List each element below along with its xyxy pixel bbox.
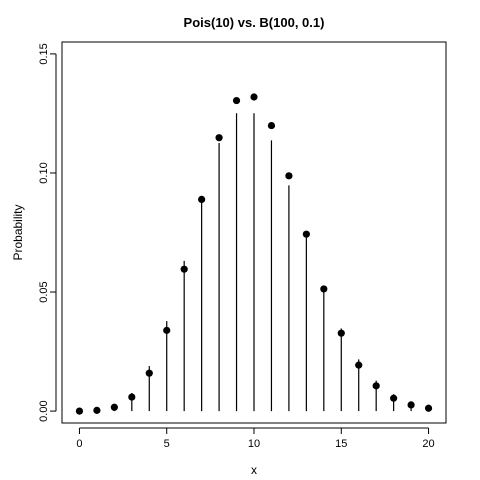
y-tick-label: 0.00 [38, 400, 50, 421]
x-axis: 0 5 10 15 20 [76, 427, 435, 450]
poisson-point [93, 406, 101, 414]
poisson-point [337, 329, 345, 337]
poisson-point [110, 403, 118, 411]
poisson-point [390, 394, 398, 402]
poisson-point [75, 407, 84, 415]
poisson-point [250, 93, 258, 101]
x-tick-label: 10 [248, 438, 260, 450]
plot-frame [61, 41, 447, 424]
x-tick-label: 20 [422, 438, 434, 450]
x-tick-label: 15 [335, 438, 347, 450]
poisson-point [285, 172, 293, 180]
y-tick-label: 0.10 [38, 162, 50, 183]
binomial-lines [96, 113, 430, 412]
poisson-points [75, 93, 433, 415]
poisson-point [128, 393, 136, 401]
poisson-point [320, 285, 328, 293]
poisson-point [232, 96, 241, 105]
poisson-point [407, 401, 415, 409]
poisson-point [372, 382, 380, 390]
poisson-point [424, 404, 433, 412]
chart-title: Pois(10) vs. B(100, 0.1) [184, 15, 325, 30]
poisson-point [302, 230, 310, 238]
y-axis-label: Probability [11, 204, 25, 260]
x-tick-label: 0 [76, 438, 82, 450]
poisson-point [198, 195, 206, 204]
y-tick-label: 0.05 [38, 281, 50, 302]
poisson-point [215, 134, 223, 142]
poisson-point [180, 265, 188, 273]
y-tick-label: 0.15 [38, 43, 50, 64]
poisson-point [355, 361, 363, 369]
poisson-point [163, 326, 171, 334]
x-axis-label: x [251, 463, 257, 477]
y-axis: 0.00 0.05 0.10 0.15 [38, 43, 57, 422]
x-tick-label: 5 [164, 438, 170, 450]
poisson-point [267, 121, 276, 130]
poisson-point [145, 369, 153, 377]
